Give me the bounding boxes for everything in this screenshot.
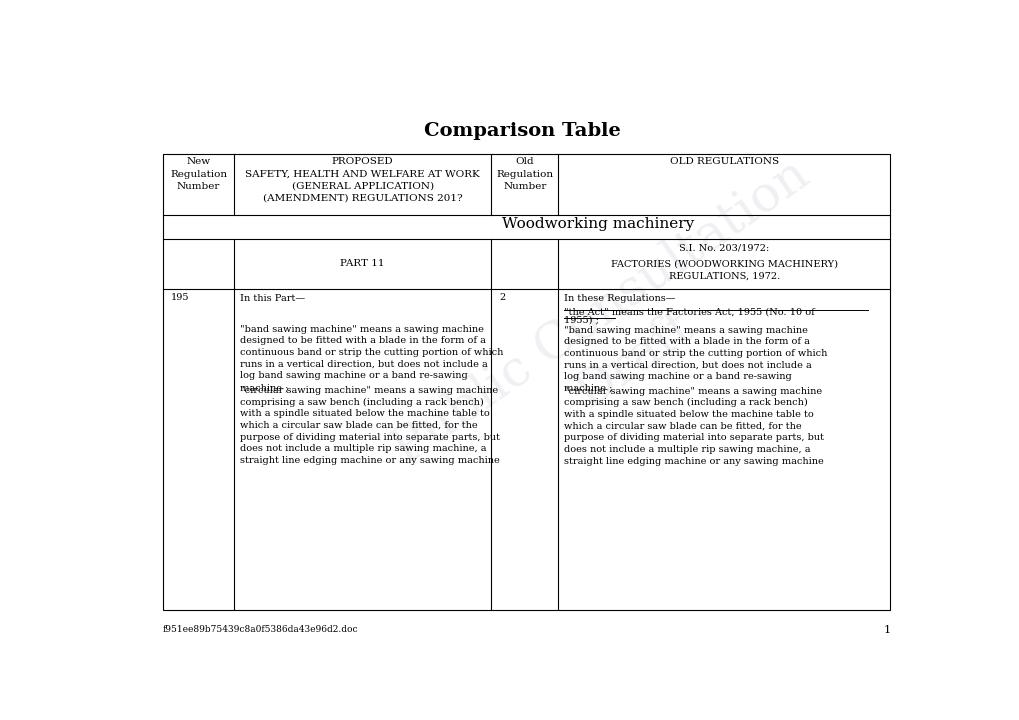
Text: OLD REGULATIONS: OLD REGULATIONS (669, 158, 779, 166)
Text: Old
Regulation
Number: Old Regulation Number (495, 158, 552, 191)
Text: Woodworking machinery: Woodworking machinery (501, 217, 693, 231)
Text: S.I. No. 203/1972:: S.I. No. 203/1972: (679, 243, 768, 252)
Text: FACTORIES (WOODWORKING MACHINERY)
REGULATIONS, 1972.: FACTORIES (WOODWORKING MACHINERY) REGULA… (610, 260, 837, 281)
Text: New
Regulation
Number: New Regulation Number (170, 158, 227, 191)
Text: "circular sawing machine" means a sawing machine
comprising a saw bench (includi: "circular sawing machine" means a sawing… (239, 386, 499, 465)
Bar (163, 154, 890, 611)
Text: PART 11: PART 11 (340, 259, 384, 269)
Text: "circular sawing machine" means a sawing machine
comprising a saw bench (includi: "circular sawing machine" means a sawing… (564, 387, 823, 466)
Text: "the Act" means the Factories Act, 1955 (No. 10 of: "the Act" means the Factories Act, 1955 … (564, 308, 814, 317)
Text: "band sawing machine" means a sawing machine
designed to be fitted with a blade : "band sawing machine" means a sawing mac… (239, 325, 502, 392)
Text: 1955) ;: 1955) ; (564, 316, 598, 325)
Text: 2: 2 (498, 293, 504, 302)
Text: 1: 1 (882, 625, 890, 635)
Text: f951ee89b75439c8a0f5386da43e96d2.doc: f951ee89b75439c8a0f5386da43e96d2.doc (163, 625, 359, 634)
Text: "band sawing machine" means a sawing machine
designed to be fitted with a blade : "band sawing machine" means a sawing mac… (564, 325, 826, 393)
Text: In this Part—: In this Part— (239, 294, 305, 303)
Text: Comparison Table: Comparison Table (424, 122, 621, 140)
Text: PROPOSED
SAFETY, HEALTH AND WELFARE AT WORK
(GENERAL APPLICATION)
(AMENDMENT) RE: PROPOSED SAFETY, HEALTH AND WELFARE AT W… (245, 158, 480, 203)
Text: Public Consultation
Draft: Public Consultation Draft (383, 150, 851, 522)
Text: 195: 195 (171, 293, 190, 302)
Text: In these Regulations—: In these Regulations— (564, 294, 675, 303)
